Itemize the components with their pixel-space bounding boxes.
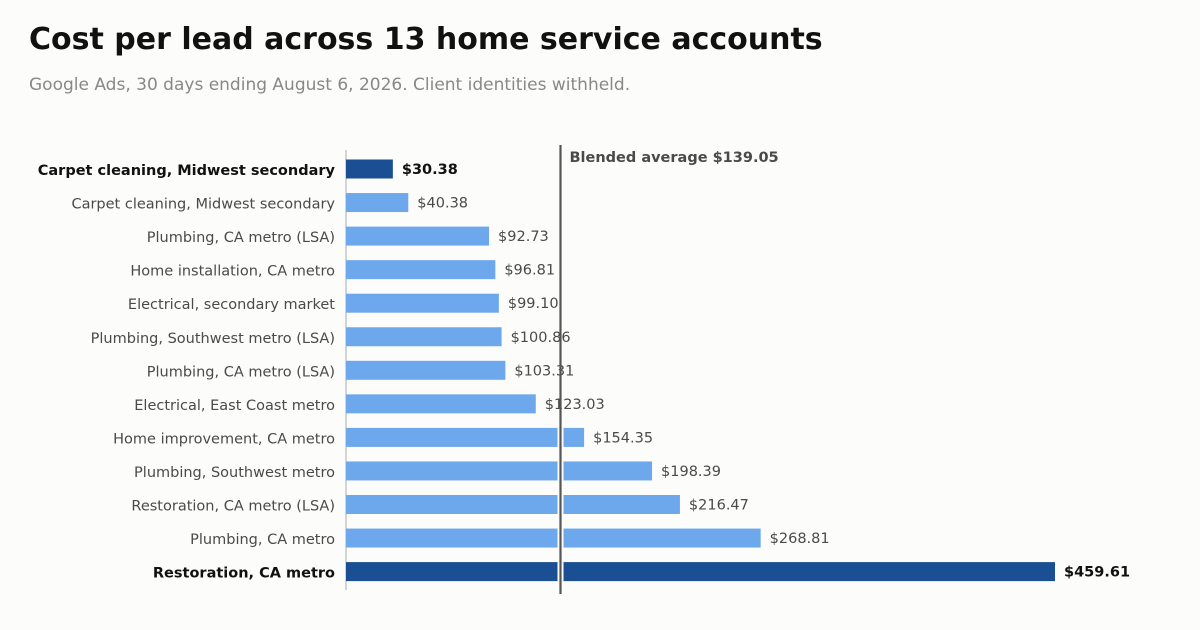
category-label: Restoration, CA metro bbox=[153, 566, 335, 582]
category-label: Plumbing, Southwest metro bbox=[134, 465, 335, 481]
chart-subtitle: Google Ads, 30 days ending August 6, 202… bbox=[29, 75, 631, 95]
value-label: $40.38 bbox=[417, 196, 468, 212]
bar bbox=[346, 427, 585, 447]
bar bbox=[346, 461, 653, 481]
bar bbox=[346, 159, 393, 179]
bar bbox=[346, 495, 680, 514]
category-label: Home installation, CA metro bbox=[130, 264, 335, 280]
category-label: Plumbing, CA metro bbox=[190, 532, 335, 548]
category-label: Plumbing, CA metro (LSA) bbox=[147, 230, 335, 246]
category-label: Electrical, East Coast metro bbox=[134, 398, 335, 414]
value-label: $100.86 bbox=[511, 330, 571, 346]
category-label: Restoration, CA metro (LSA) bbox=[131, 499, 335, 515]
value-label: $123.03 bbox=[545, 397, 605, 413]
value-label: $30.38 bbox=[402, 162, 458, 178]
bar bbox=[346, 293, 499, 313]
value-label: $459.61 bbox=[1064, 565, 1130, 581]
bar bbox=[346, 193, 409, 213]
category-label: Plumbing, CA metro (LSA) bbox=[147, 364, 335, 380]
bar bbox=[346, 394, 536, 414]
bar bbox=[346, 260, 496, 280]
category-label: Home improvement, CA metro bbox=[113, 431, 335, 447]
value-label: $96.81 bbox=[504, 263, 555, 279]
bar bbox=[346, 562, 1055, 582]
value-label: $216.47 bbox=[689, 498, 749, 514]
value-label: $268.81 bbox=[770, 531, 830, 547]
bar bbox=[346, 360, 506, 380]
reference-line-label: Blended average $139.05 bbox=[570, 150, 779, 166]
value-label: $103.31 bbox=[514, 363, 574, 379]
category-label: Carpet cleaning, Midwest secondary bbox=[38, 163, 336, 179]
bar bbox=[346, 226, 490, 246]
value-label: $154.35 bbox=[593, 430, 653, 446]
value-label: $198.39 bbox=[661, 464, 721, 480]
bar bbox=[346, 528, 761, 548]
value-label: $92.73 bbox=[498, 229, 549, 245]
category-label: Plumbing, Southwest metro (LSA) bbox=[91, 331, 335, 347]
value-label: $99.10 bbox=[508, 296, 559, 312]
category-label: Carpet cleaning, Midwest secondary bbox=[71, 197, 335, 213]
category-label: Electrical, secondary market bbox=[128, 297, 335, 313]
chart-title: Cost per lead across 13 home service acc… bbox=[29, 22, 823, 57]
bar bbox=[346, 327, 502, 347]
